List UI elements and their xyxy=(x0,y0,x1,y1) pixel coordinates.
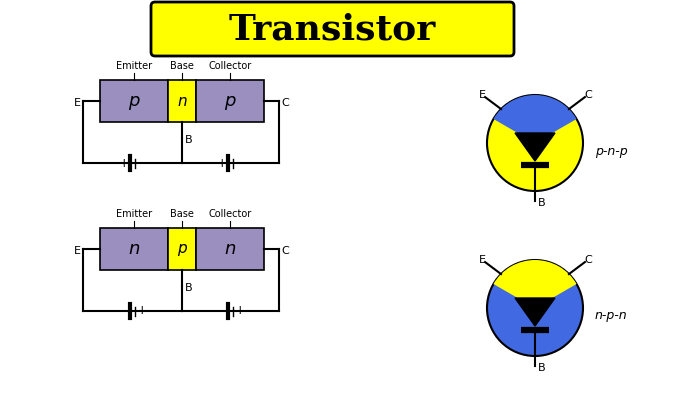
Text: Collector: Collector xyxy=(209,61,251,71)
Text: C: C xyxy=(584,255,592,265)
Text: E: E xyxy=(74,246,80,256)
Text: Base: Base xyxy=(170,209,194,219)
Text: E: E xyxy=(479,90,486,100)
Text: -: - xyxy=(139,156,144,169)
Circle shape xyxy=(487,95,583,191)
Text: Collector: Collector xyxy=(209,209,251,219)
Text: p-n-p: p-n-p xyxy=(595,145,628,158)
Polygon shape xyxy=(515,133,555,161)
Polygon shape xyxy=(515,298,555,326)
Text: -: - xyxy=(121,305,126,318)
Bar xyxy=(196,80,264,122)
Text: +: + xyxy=(118,156,129,169)
Text: p: p xyxy=(177,242,187,256)
Text: p: p xyxy=(128,92,140,110)
Text: B: B xyxy=(538,363,545,373)
Text: n: n xyxy=(128,240,140,258)
Text: B: B xyxy=(185,135,193,145)
Text: n: n xyxy=(177,93,187,108)
Circle shape xyxy=(487,260,583,356)
Bar xyxy=(168,80,196,122)
Text: B: B xyxy=(185,283,193,293)
Text: E: E xyxy=(74,98,80,108)
Text: Base: Base xyxy=(170,61,194,71)
Text: -: - xyxy=(219,305,224,318)
Text: n: n xyxy=(224,240,236,258)
Text: p: p xyxy=(224,92,236,110)
Text: E: E xyxy=(479,255,486,265)
Bar xyxy=(100,80,168,122)
Text: Emitter: Emitter xyxy=(116,61,152,71)
Bar xyxy=(168,228,196,270)
Text: n-p-n: n-p-n xyxy=(595,310,628,323)
Text: +: + xyxy=(234,305,245,318)
Wedge shape xyxy=(494,260,577,308)
Bar xyxy=(100,228,168,270)
Text: +: + xyxy=(216,156,227,169)
Text: C: C xyxy=(584,90,592,100)
Bar xyxy=(196,228,264,270)
Text: +: + xyxy=(136,305,147,318)
Wedge shape xyxy=(494,95,577,143)
Text: Transistor: Transistor xyxy=(229,12,436,46)
Text: -: - xyxy=(237,156,241,169)
Text: Emitter: Emitter xyxy=(116,209,152,219)
Text: C: C xyxy=(281,246,289,256)
Text: C: C xyxy=(281,98,289,108)
Text: B: B xyxy=(538,198,545,208)
FancyBboxPatch shape xyxy=(151,2,514,56)
